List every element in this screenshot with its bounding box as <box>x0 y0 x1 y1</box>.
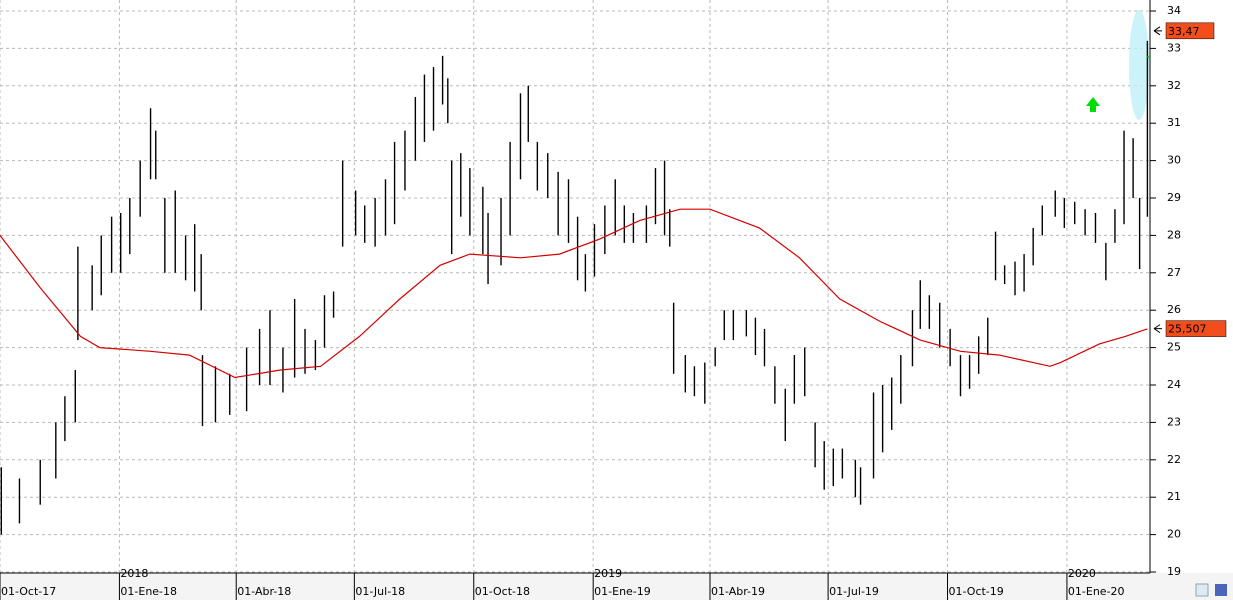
y-tick-label: 19 <box>1167 565 1181 578</box>
y-tick-label: 27 <box>1167 266 1181 279</box>
x-tick-label: 01-Ene-20 <box>1068 585 1125 598</box>
y-tick-label: 22 <box>1167 453 1181 466</box>
save-icon[interactable] <box>1215 584 1227 596</box>
x-tick-label: 01-Abr-19 <box>711 585 765 598</box>
plot-area <box>0 0 1150 573</box>
price-tag <box>1165 320 1227 337</box>
x-tick-label: 01-Oct-18 <box>475 585 530 598</box>
y-tick-label: 21 <box>1167 490 1181 503</box>
x-tick-label: 01-Oct-19 <box>949 585 1004 598</box>
x-tick-label: 01-Ene-18 <box>120 585 177 598</box>
x-tick-label: 01-Jul-18 <box>355 585 405 598</box>
y-tick-label: 28 <box>1167 228 1181 241</box>
y-tick-label: 20 <box>1167 528 1181 541</box>
x-tick-label: 01-Ene-19 <box>594 585 651 598</box>
up-arrow <box>1086 97 1100 112</box>
y-tick-label: 25 <box>1167 341 1181 354</box>
price-tag <box>1165 22 1215 40</box>
x-tick-label: 01-Oct-17 <box>1 585 56 598</box>
price-tag-label: 25,507 <box>1168 323 1207 336</box>
y-tick-label: 23 <box>1167 415 1181 428</box>
year-label: 2020 <box>1068 567 1096 580</box>
price-tag-label: 33,47 <box>1168 25 1200 38</box>
y-tick-label: 34 <box>1167 4 1181 17</box>
moving-average <box>0 208 1148 379</box>
y-tick-label: 33 <box>1167 41 1181 54</box>
price-pointer <box>1153 26 1162 36</box>
tool-icon[interactable] <box>1195 583 1209 597</box>
price-pointer <box>1153 324 1162 334</box>
x-tick-label: 01-Jul-19 <box>829 585 879 598</box>
highlight-ellipse <box>1129 10 1149 120</box>
year-label: 2019 <box>594 567 622 580</box>
x-axis-strip <box>0 573 1233 600</box>
y-tick-label: 26 <box>1167 303 1181 316</box>
y-tick-label: 31 <box>1167 116 1181 129</box>
year-label: 2018 <box>120 567 148 580</box>
x-tick-label: 01-Abr-18 <box>237 585 291 598</box>
y-tick-label: 32 <box>1167 79 1181 92</box>
y-tick-label: 24 <box>1167 378 1181 391</box>
y-tick-label: 29 <box>1167 191 1181 204</box>
y-tick-label: 30 <box>1167 154 1181 167</box>
